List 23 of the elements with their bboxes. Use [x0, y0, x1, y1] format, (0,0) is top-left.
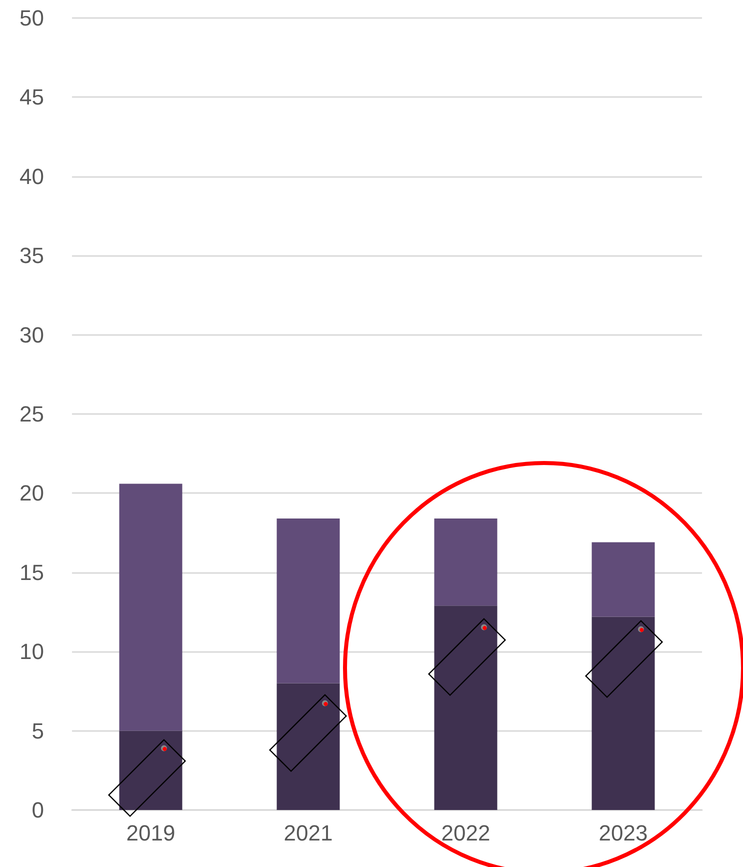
bar: [119, 484, 182, 731]
x-tick-label: 2019: [126, 820, 176, 846]
bar: [119, 730, 182, 810]
y-tick-label: 30: [20, 322, 44, 348]
y-tick-label: 15: [20, 560, 44, 585]
y-tick-label: 45: [20, 84, 44, 110]
y-tick-label: 35: [20, 243, 44, 268]
x-tick-label: 2023: [598, 820, 648, 846]
y-tick-label: 10: [20, 639, 44, 664]
x-tick-label: 2021: [284, 820, 333, 846]
bar: [276, 683, 340, 810]
y-tick-label: 25: [20, 402, 44, 426]
bar: [434, 606, 498, 810]
y-tick-label: 5: [32, 718, 44, 744]
y-tick-label: 40: [20, 164, 44, 189]
bar: [592, 542, 655, 617]
x-tick-label: 2022: [441, 820, 490, 846]
bar: [276, 518, 340, 684]
y-tick-label: 50: [20, 6, 44, 30]
y-tick-label: 20: [20, 480, 44, 506]
bar: [592, 616, 655, 810]
bar: [434, 518, 498, 606]
y-tick-label: 0: [32, 798, 44, 822]
